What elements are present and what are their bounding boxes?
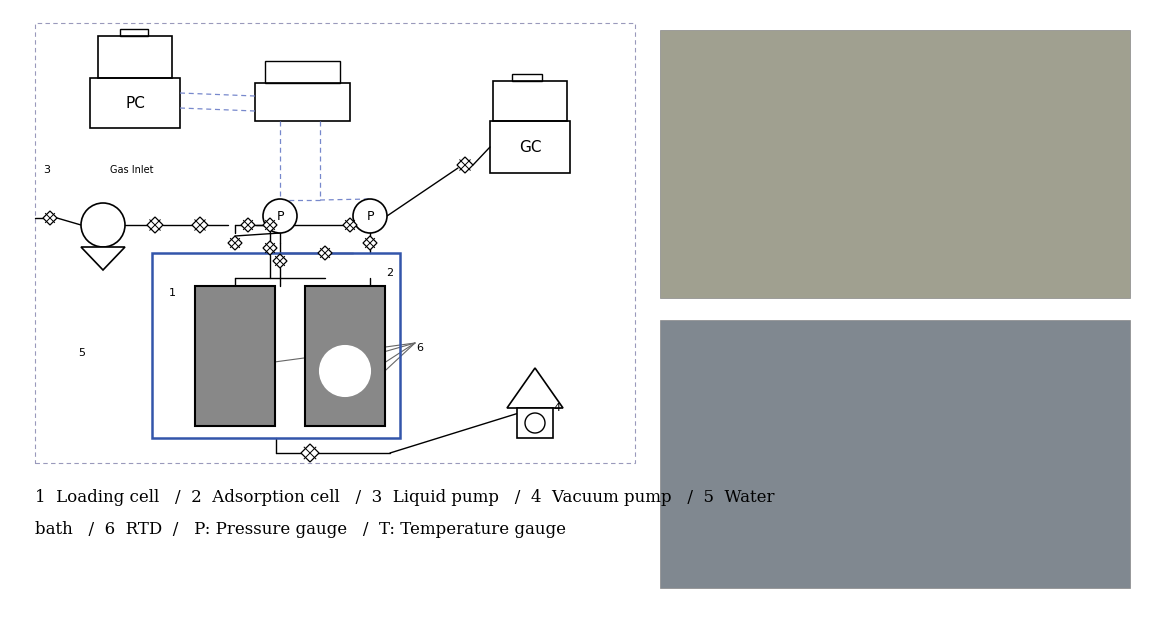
Polygon shape <box>228 236 241 250</box>
Bar <box>493 81 567 121</box>
Polygon shape <box>264 218 277 232</box>
Polygon shape <box>507 368 563 408</box>
Polygon shape <box>81 247 125 270</box>
Text: P: P <box>366 210 374 222</box>
Circle shape <box>81 203 125 247</box>
Text: 4: 4 <box>553 403 560 413</box>
Circle shape <box>264 199 297 233</box>
Polygon shape <box>318 246 332 260</box>
Text: 1  Loading cell   /  2  Adsorption cell   /  3  Liquid pump   /  4  Vacuum pump : 1 Loading cell / 2 Adsorption cell / 3 L… <box>35 489 774 507</box>
Polygon shape <box>192 217 208 233</box>
Bar <box>305 286 385 426</box>
Bar <box>490 121 570 173</box>
Text: PC: PC <box>125 96 145 111</box>
Circle shape <box>353 199 387 233</box>
Bar <box>659 30 1130 298</box>
Bar <box>255 83 349 121</box>
Bar <box>98 36 172 78</box>
Text: 5: 5 <box>78 348 85 358</box>
Bar <box>195 286 275 426</box>
Bar <box>120 29 147 36</box>
Circle shape <box>320 346 370 396</box>
Bar <box>517 408 553 438</box>
Polygon shape <box>273 254 287 268</box>
Text: Gas Inlet: Gas Inlet <box>110 165 153 175</box>
Bar <box>265 61 340 83</box>
Polygon shape <box>147 217 163 233</box>
Text: GC: GC <box>519 140 541 154</box>
Polygon shape <box>457 157 473 173</box>
Bar <box>512 74 542 81</box>
Polygon shape <box>342 218 356 232</box>
Polygon shape <box>241 218 255 232</box>
Text: 3: 3 <box>43 165 50 175</box>
Text: 2: 2 <box>387 268 394 278</box>
Bar <box>659 320 1130 588</box>
Polygon shape <box>264 241 277 255</box>
Bar <box>152 253 401 438</box>
Text: P: P <box>276 210 283 222</box>
Text: 6: 6 <box>417 343 424 353</box>
Text: 1: 1 <box>168 288 175 298</box>
Polygon shape <box>363 236 377 250</box>
Bar <box>35 23 635 463</box>
Bar <box>91 78 180 128</box>
Polygon shape <box>301 444 319 462</box>
Text: bath   /  6  RTD  /   P: Pressure gauge   /  T: Temperature gauge: bath / 6 RTD / P: Pressure gauge / T: Te… <box>35 522 567 538</box>
Circle shape <box>525 413 545 433</box>
Polygon shape <box>43 211 57 225</box>
